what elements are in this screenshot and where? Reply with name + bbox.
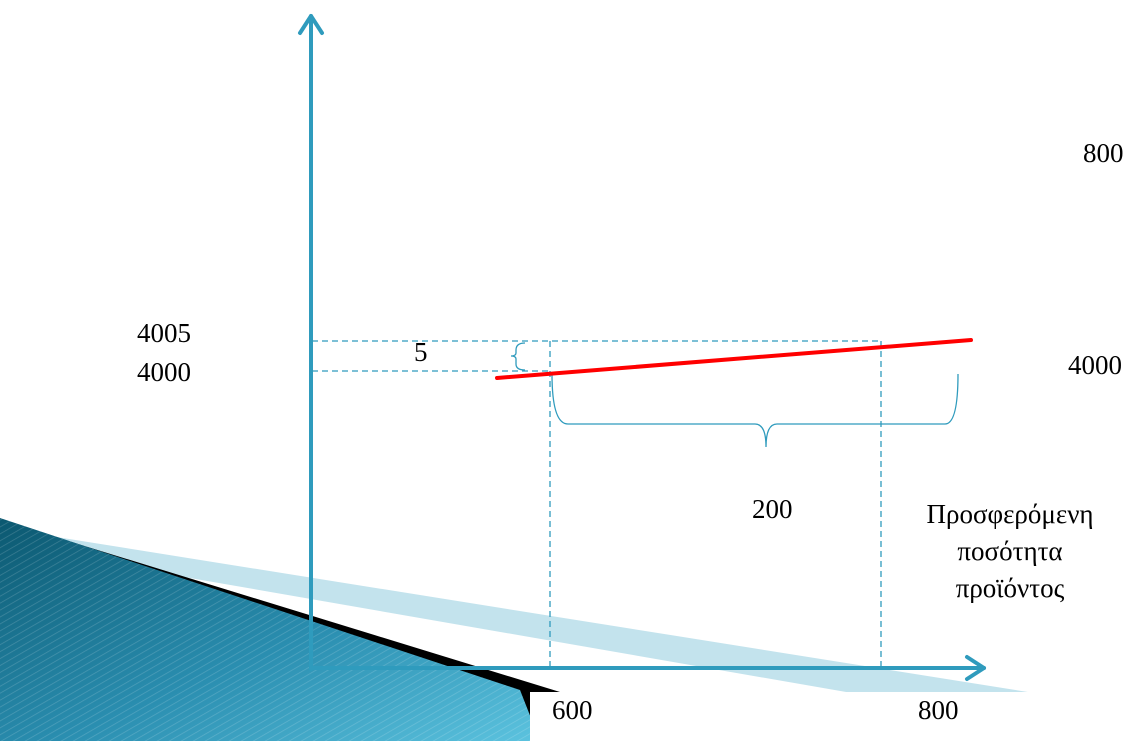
- delta-x-label: 200: [752, 494, 793, 524]
- decorative-wedge: [0, 518, 1128, 741]
- supply-line: [495, 338, 973, 380]
- x-label-600: 600: [552, 695, 593, 725]
- guide-lines: [312, 340, 882, 668]
- braces: [510, 342, 959, 448]
- brace-delta-x: [551, 373, 959, 448]
- axes: [298, 14, 986, 681]
- y-label-4000: 4000: [137, 357, 191, 387]
- x-axis-title-line-3: προϊόντος: [955, 573, 1065, 603]
- x-axis-title-line-2: ποσότητα: [957, 536, 1063, 566]
- delta-y-label: 5: [414, 337, 428, 367]
- right-label-middle: 4000: [1068, 350, 1122, 380]
- right-label-top: 800: [1083, 138, 1124, 168]
- y-axis-arrowhead: [298, 14, 324, 35]
- decor-white-card: [530, 692, 1128, 741]
- x-axis-title-line-1: Προσφερόμενη: [926, 499, 1094, 529]
- x-label-800: 800: [918, 695, 959, 725]
- decor-light-band: [0, 528, 1128, 741]
- x-axis-title: Προσφερόμενη ποσότητα προϊόντος: [875, 496, 1128, 607]
- x-axis-arrowhead: [965, 655, 986, 681]
- brace-delta-y: [510, 342, 526, 371]
- decor-hatch: [0, 518, 540, 741]
- y-label-4005: 4005: [137, 318, 191, 348]
